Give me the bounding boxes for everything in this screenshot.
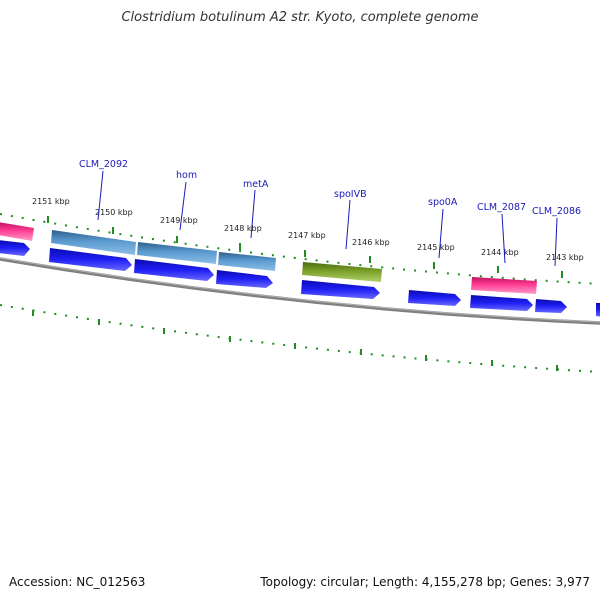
- gene-label-clm2087[interactable]: CLM_2087: [477, 202, 526, 213]
- kbp-label: 2151 kbp: [32, 197, 70, 206]
- lower-major-ticks: [32, 310, 558, 371]
- kbp-label: 2148 kbp: [224, 224, 262, 233]
- cds-arrow[interactable]: [0, 240, 30, 256]
- gene-label-spoivb[interactable]: spoIVB: [334, 189, 367, 200]
- gene-label-clm2092[interactable]: CLM_2092: [79, 159, 128, 170]
- genome-summary-text: Topology: circular; Length: 4,155,278 bp…: [260, 575, 590, 589]
- kbp-label: 2146 kbp: [352, 238, 390, 247]
- kbp-label: 2144 kbp: [481, 248, 519, 257]
- kbp-label: 2143 kbp: [546, 253, 584, 262]
- gene-feature-meta[interactable]: [218, 252, 276, 271]
- kbp-label: 2149 kbp: [160, 216, 198, 225]
- gene-feature-spoivb[interactable]: [302, 262, 382, 282]
- kbp-label: 2150 kbp: [95, 208, 133, 217]
- gene-label-hom[interactable]: hom: [176, 170, 197, 181]
- gene-feature-pink[interactable]: [0, 222, 34, 241]
- kbp-label: 2145 kbp: [417, 243, 455, 252]
- genome-backbone: [0, 257, 600, 325]
- genome-backbone-highlight: [0, 257, 600, 323]
- cds-arrow[interactable]: [301, 280, 380, 299]
- cds-arrow[interactable]: [49, 248, 132, 271]
- cds-arrow[interactable]: [134, 259, 214, 281]
- cds-arrow[interactable]: [535, 299, 567, 313]
- cds-arrow[interactable]: [216, 270, 273, 288]
- cds-arrow[interactable]: [596, 303, 600, 317]
- gene-feature-clm2087[interactable]: [471, 277, 537, 294]
- gene-label-meta[interactable]: metA: [243, 179, 269, 190]
- cds-arrow[interactable]: [470, 295, 533, 311]
- gene-feature-hom[interactable]: [137, 242, 217, 264]
- gene-label-spo0a[interactable]: spo0A: [428, 197, 458, 208]
- gene-label-lines: [97, 170, 558, 267]
- genome-title: Clostridium botulinum A2 str. Kyoto, com…: [121, 10, 479, 25]
- lower-tick-track: [0, 304, 600, 373]
- gene-label-clm2086[interactable]: CLM_2086: [532, 206, 581, 217]
- gene-feature-clm2092[interactable]: [51, 230, 136, 255]
- accession-text: Accession: NC_012563: [9, 575, 146, 589]
- cds-arrow[interactable]: [408, 290, 461, 306]
- upper-major-ticks: [47, 216, 563, 278]
- kbp-label: 2147 kbp: [288, 231, 326, 240]
